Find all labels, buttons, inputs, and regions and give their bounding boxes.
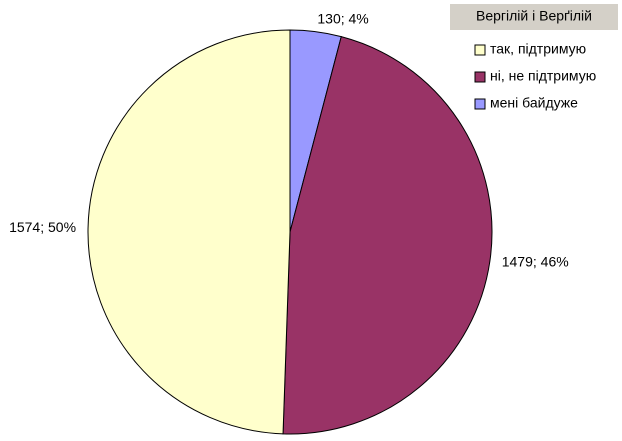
legend-swatch (474, 98, 486, 110)
legend-swatch (474, 44, 486, 56)
data-label: 1479; 46% (502, 254, 569, 270)
data-label: 1574; 50% (9, 219, 76, 235)
legend-title-box (450, 4, 618, 30)
legend-label: ні, не підтримую (490, 68, 596, 84)
pie-slice (87, 29, 291, 435)
legend-swatch (474, 71, 486, 83)
legend-label: так, підтримую (490, 41, 586, 57)
legend-label: мені байдуже (490, 95, 578, 111)
data-label: 130; 4% (317, 10, 368, 26)
pie-slice (282, 36, 493, 435)
chart-title: Вергілій і Верґілій (476, 8, 592, 24)
